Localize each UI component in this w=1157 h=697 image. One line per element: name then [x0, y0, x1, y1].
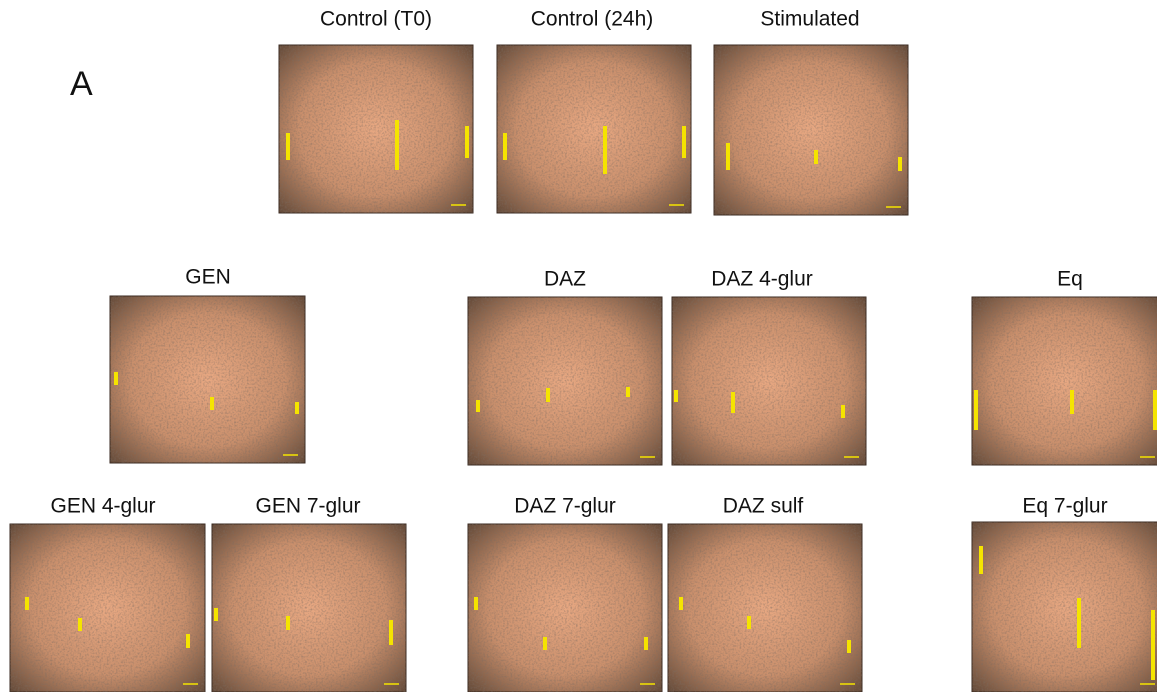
micrograph-panel	[972, 297, 1157, 465]
gap-bar	[186, 634, 190, 648]
gap-bar	[1077, 598, 1081, 648]
micrograph-panel	[212, 524, 406, 692]
gap-bar	[1070, 390, 1074, 414]
micrograph-panel	[468, 524, 662, 692]
cell-texture	[972, 522, 1157, 692]
micrograph-panel	[497, 45, 691, 213]
gap-bar	[395, 120, 399, 170]
cell-texture	[497, 45, 691, 213]
cell-texture	[668, 524, 862, 692]
cell-texture	[110, 296, 305, 463]
micrograph-panel	[672, 297, 866, 465]
gap-bar	[114, 372, 118, 385]
gap-bar	[731, 392, 735, 413]
gap-bar	[389, 620, 393, 645]
gap-bar	[546, 388, 550, 402]
gap-bar	[286, 616, 290, 630]
micrograph-panel	[10, 524, 205, 692]
gap-bar	[979, 546, 983, 574]
gap-bar	[841, 405, 845, 418]
gap-bar	[747, 616, 751, 629]
micrograph-panel	[468, 297, 662, 465]
cell-texture	[714, 45, 908, 215]
micrograph-panel	[714, 45, 908, 215]
panel-title: Control (T0)	[320, 8, 432, 31]
panel-title: GEN	[185, 266, 231, 289]
gap-bar	[465, 126, 469, 158]
gap-bar	[503, 133, 507, 160]
panel-title: Eq 7-glur	[1022, 495, 1107, 518]
panel-title: DAZ 7-glur	[514, 495, 616, 518]
micrograph-panel	[279, 45, 473, 213]
panel-title: DAZ 4-glur	[711, 268, 813, 291]
panel-title: Control (24h)	[531, 8, 654, 31]
gap-bar	[626, 387, 630, 397]
panel-label: A	[70, 65, 93, 103]
micrograph-panel	[972, 522, 1157, 692]
micrograph-panel	[110, 296, 305, 463]
gap-bar	[682, 126, 686, 158]
gap-bar	[210, 397, 214, 410]
gap-bar	[25, 597, 29, 610]
gap-bar	[847, 640, 851, 653]
panel-title: Stimulated	[760, 8, 859, 31]
figure: A Control (T0) Control (24h) Stimulated GEN…	[0, 0, 1157, 692]
cell-texture	[279, 45, 473, 213]
cell-texture	[468, 524, 662, 692]
gap-bar	[295, 402, 299, 414]
gap-bar	[603, 126, 607, 174]
gap-bar	[898, 157, 902, 171]
gap-bar	[476, 400, 480, 412]
gap-bar	[543, 637, 547, 650]
cell-texture	[10, 524, 205, 692]
panel-title: GEN 4-glur	[50, 495, 155, 518]
cell-texture	[672, 297, 866, 465]
gap-bar	[679, 597, 683, 610]
gap-bar	[1151, 610, 1155, 680]
gap-bar	[78, 618, 82, 631]
gap-bar	[474, 597, 478, 610]
gap-bar	[1153, 390, 1157, 430]
micrograph-panel	[668, 524, 862, 692]
panel-title: DAZ sulf	[723, 495, 804, 518]
gap-bar	[644, 637, 648, 650]
cell-texture	[972, 297, 1157, 465]
panel-title: Eq	[1057, 268, 1083, 291]
gap-bar	[674, 390, 678, 402]
panel-title: DAZ	[544, 268, 586, 291]
cell-texture	[468, 297, 662, 465]
cell-texture	[212, 524, 406, 692]
gap-bar	[974, 390, 978, 430]
gap-bar	[814, 150, 818, 164]
gap-bar	[214, 608, 218, 621]
gap-bar	[726, 143, 730, 170]
gap-bar	[286, 133, 290, 160]
panel-title: GEN 7-glur	[255, 495, 360, 518]
